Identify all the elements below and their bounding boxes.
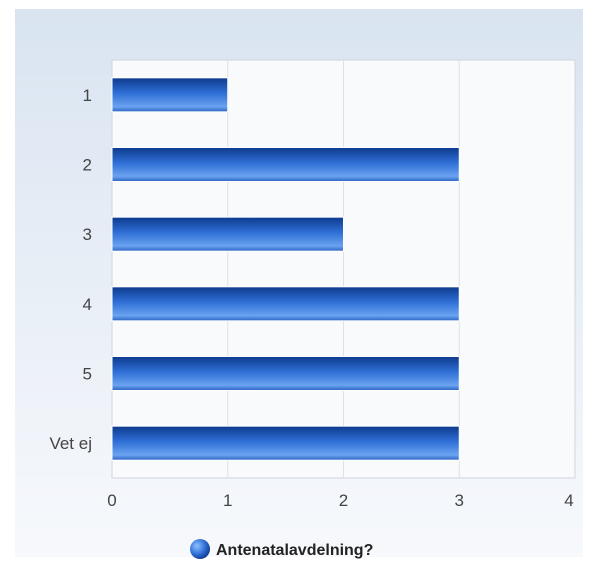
y-tick-label-2: 3 [83,225,92,244]
y-tick-label-0: 1 [83,86,92,105]
bars [111,77,460,461]
x-tick-label-4: 4 [564,491,573,510]
y-tick-label-1: 2 [83,156,92,175]
legend-label: Antenatalavdelning? [216,542,373,559]
gridlines [227,60,460,478]
x-axis-tick-labels: 0 1 2 3 4 [107,491,573,510]
y-axis-tick-labels: 1 2 3 4 5 Vet ej [49,86,92,453]
legend-marker [190,539,210,559]
x-tick-label-0: 0 [107,491,116,510]
y-tick-label-4: 5 [83,365,92,384]
x-tick-label-1: 1 [223,491,232,510]
legend: Antenatalavdelning? [190,539,373,559]
bar-2 [111,216,344,252]
y-tick-label-5: Vet ej [49,434,92,453]
x-tick-label-2: 2 [339,491,348,510]
bar-5 [111,425,460,461]
x-tick-label-3: 3 [455,491,464,510]
bar-0 [111,77,229,113]
bar-4 [111,356,460,391]
bar-1 [111,147,460,182]
bar-3 [111,286,460,322]
y-tick-label-3: 4 [83,295,92,314]
